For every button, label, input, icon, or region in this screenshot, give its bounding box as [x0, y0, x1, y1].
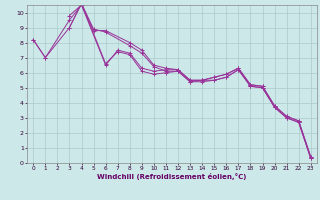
X-axis label: Windchill (Refroidissement éolien,°C): Windchill (Refroidissement éolien,°C)	[97, 173, 247, 180]
